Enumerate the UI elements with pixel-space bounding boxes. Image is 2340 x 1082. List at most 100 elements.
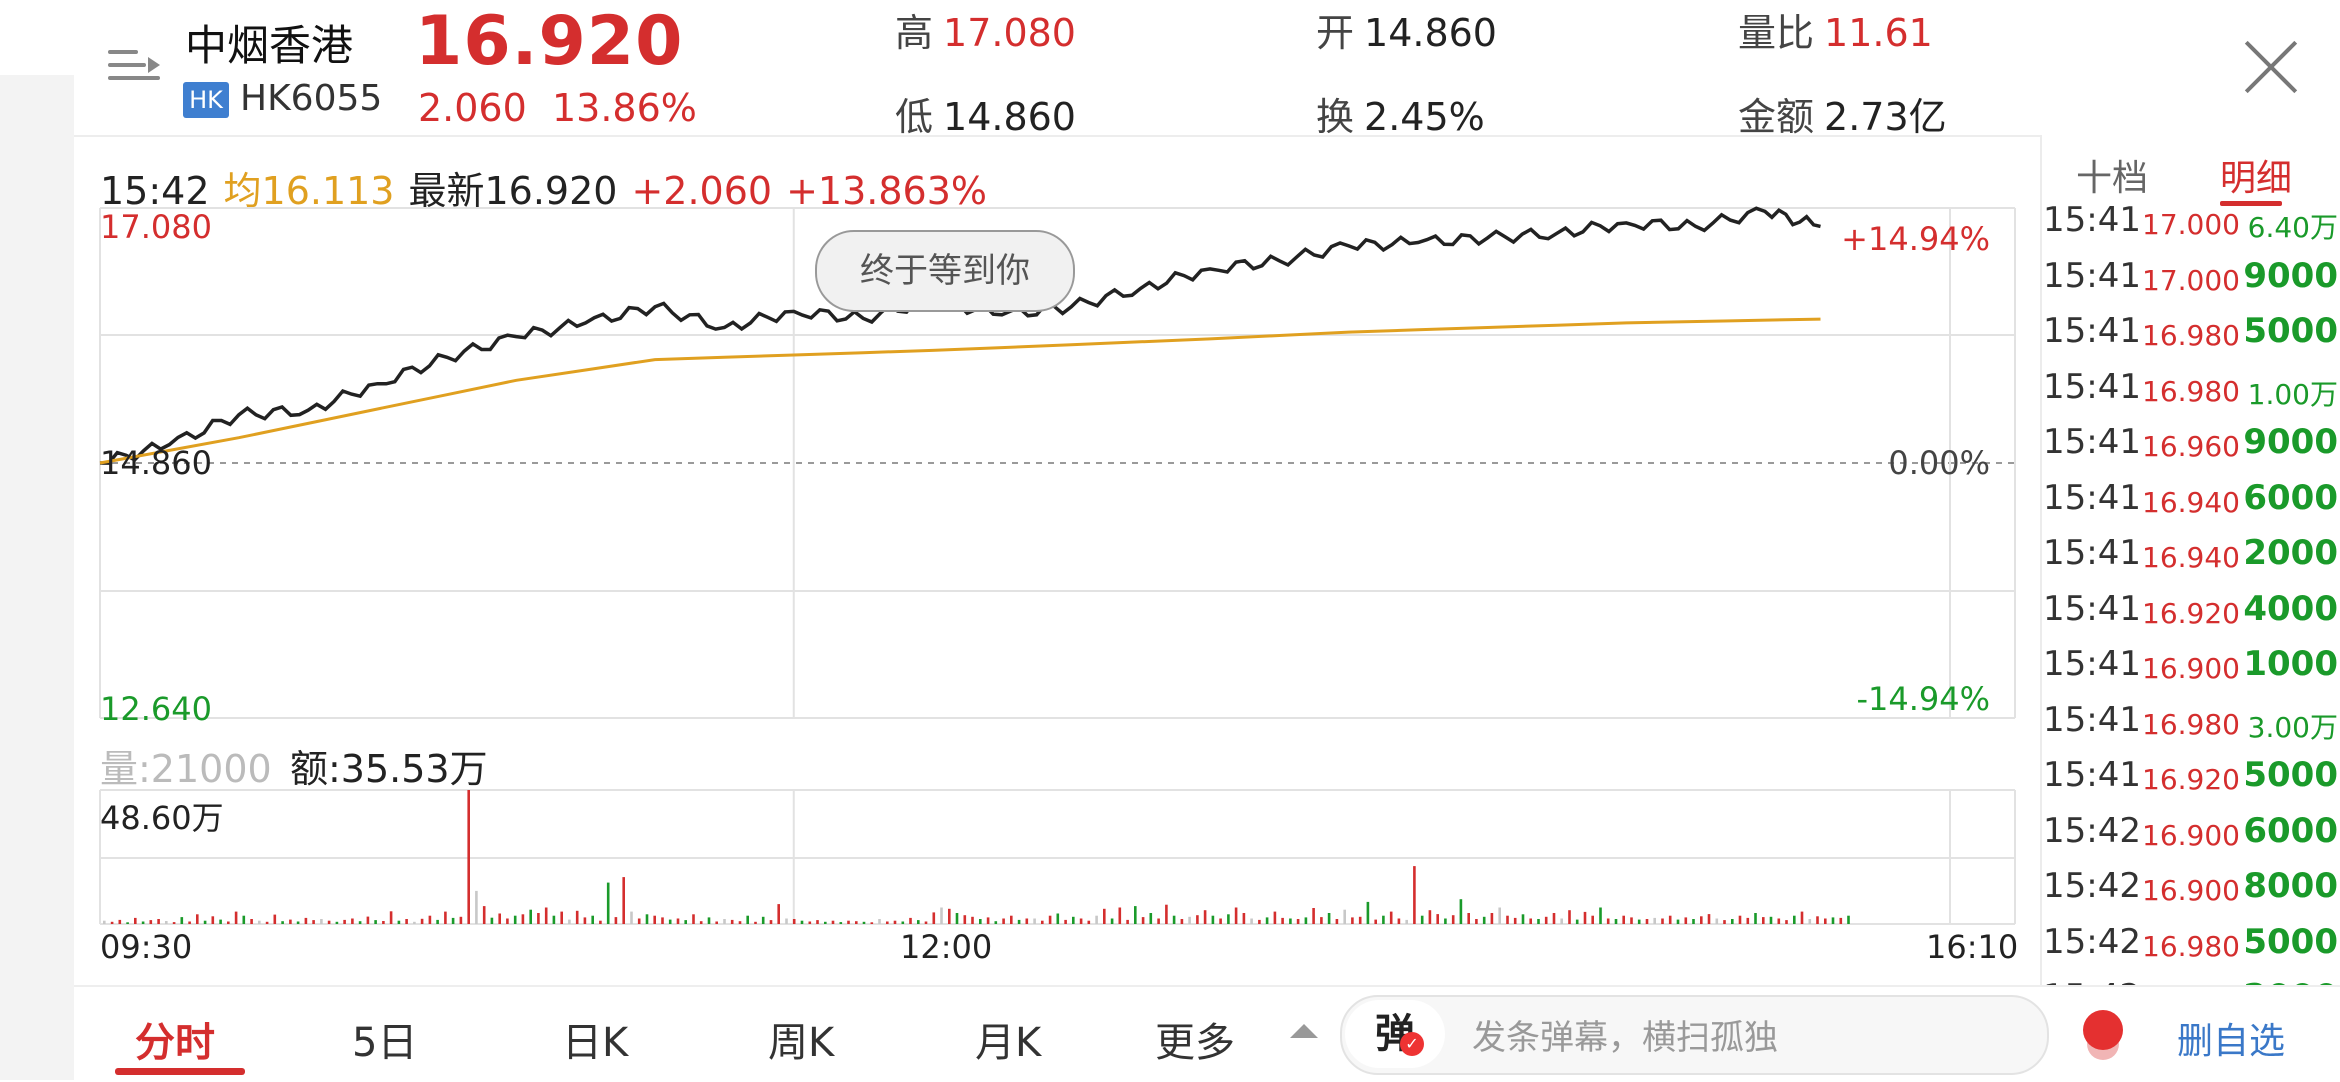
info-latest: 最新16.920 [408, 169, 618, 213]
tick-volume: 5000 [2243, 921, 2338, 962]
intraday-chart[interactable] [0, 0, 2040, 985]
tab-intraday[interactable]: 分时 [135, 1020, 215, 1066]
stat-turnover: 换 2.45% [1316, 95, 1485, 139]
tab-order-book[interactable]: 十档 [2076, 158, 2149, 199]
record-dot-icon[interactable] [2083, 1010, 2123, 1050]
volume-bar [498, 913, 501, 924]
tick-price: 17.000 [2142, 208, 2240, 241]
close-icon[interactable] [2242, 38, 2300, 96]
volume-bar [986, 917, 990, 924]
volume-bar [451, 917, 455, 924]
tick-price: 16.900 [2142, 818, 2240, 852]
volume-bar [816, 920, 819, 924]
volume-bar [661, 917, 664, 924]
volume-bar [1537, 919, 1540, 924]
left-edge-strip [0, 75, 74, 1080]
volume-bar [653, 915, 656, 924]
volume-bar [157, 919, 160, 924]
volume-bar [436, 919, 439, 924]
tab-monthly-k[interactable]: 月K [975, 1020, 1042, 1066]
volume-bar [1087, 920, 1091, 924]
volume-bar [924, 921, 928, 924]
volume-bar [591, 915, 594, 924]
volume-bar [265, 921, 269, 924]
tick-row: 15:42 16.900 6000 [2043, 811, 2340, 867]
tab-5day[interactable]: 5日 [352, 1020, 418, 1066]
tick-time: 15:41 [2043, 755, 2141, 795]
volume-bar [1351, 917, 1354, 924]
tab-more[interactable]: 更多 [1155, 1020, 1235, 1066]
volume-bar [203, 920, 207, 924]
volume-bar [1839, 917, 1843, 924]
volume-bar [552, 915, 556, 924]
volume-bar [1436, 914, 1439, 924]
volume-bar [211, 916, 215, 924]
volume-bar [1366, 901, 1370, 924]
tick-row: 15:41 17.000 6.40万 [2043, 200, 2340, 256]
volume-bar [1064, 919, 1067, 924]
volume-bar [1575, 919, 1579, 924]
volume-bar [1808, 919, 1812, 924]
volume-bar [1606, 918, 1610, 924]
volume-bar [273, 914, 277, 924]
tick-row: 15:41 16.980 1.00万 [2043, 367, 2340, 423]
volume-bar [320, 919, 323, 924]
volume-bar [761, 916, 765, 924]
tick-row: 15:41 17.000 9000 [2043, 256, 2340, 312]
volume-bars [103, 790, 1850, 924]
stat-amount: 金额 2.73亿 [1738, 95, 1947, 139]
volume-bar [948, 908, 951, 924]
label-volume-max: 48.60万 [100, 799, 224, 837]
label-price-high: 17.080 [100, 208, 212, 246]
tick-row: 15:41 16.960 9000 [2043, 422, 2340, 478]
tick-row: 15:41 16.920 4000 [2043, 589, 2340, 645]
volume-bar [1521, 914, 1525, 924]
volume-bar [475, 890, 478, 924]
volume-bar [242, 915, 246, 924]
volume-bar [568, 919, 571, 924]
volume-bar [1645, 919, 1649, 924]
volume-bar [1374, 919, 1377, 924]
volume-bar [870, 922, 874, 924]
volume-bar [219, 919, 222, 924]
volume-bar [304, 917, 308, 924]
volume-bar [785, 918, 788, 924]
volume-bar [428, 915, 432, 924]
volume-bar [1630, 917, 1633, 924]
volume-bar [746, 915, 749, 924]
danmu-input[interactable]: 发条弹幕，横扫孤独 [1472, 1018, 1778, 1058]
volume-bar [149, 920, 153, 924]
volume-bar [777, 904, 780, 924]
volume-bar [1529, 918, 1532, 924]
danmu-toggle-button[interactable]: 弹 [1345, 1000, 1445, 1068]
announcement-pill[interactable]: 终于等到你 [815, 230, 1075, 312]
volume-bar [1103, 908, 1106, 924]
tick-time: 15:41 [2043, 644, 2141, 684]
caret-up-icon[interactable] [1290, 1024, 1318, 1038]
volume-bar [1482, 916, 1486, 924]
volume-bar [374, 920, 377, 924]
volume-bar [792, 919, 796, 924]
volume-bar [1831, 917, 1835, 924]
tab-trade-details[interactable]: 明细 [2220, 158, 2293, 199]
volume-bar [901, 921, 905, 924]
volume-bar [940, 907, 943, 924]
tick-volume: 2000 [2243, 533, 2338, 573]
volume-bar [258, 920, 261, 924]
menu-collapse-icon[interactable] [108, 44, 160, 86]
danmu-input-box[interactable] [1340, 995, 2049, 1075]
remove-favorite-button[interactable]: 删自选 [2177, 1021, 2286, 1062]
volume-bar [1692, 919, 1695, 924]
volume-bar [103, 920, 106, 924]
tick-price: 16.940 [2142, 541, 2240, 574]
stat-low: 低 14.860 [895, 95, 1076, 139]
volume-bar [723, 919, 726, 924]
volume-bar [165, 921, 168, 924]
tick-row: 15:41 16.920 5000 [2043, 755, 2340, 811]
tab-weekly-k[interactable]: 周K [768, 1020, 835, 1066]
quote-header [74, 0, 2040, 137]
volume-bar [1777, 918, 1781, 924]
tab-daily-k[interactable]: 日K [562, 1020, 629, 1066]
volume-bar [420, 918, 424, 924]
volume-bar [1498, 907, 1501, 924]
